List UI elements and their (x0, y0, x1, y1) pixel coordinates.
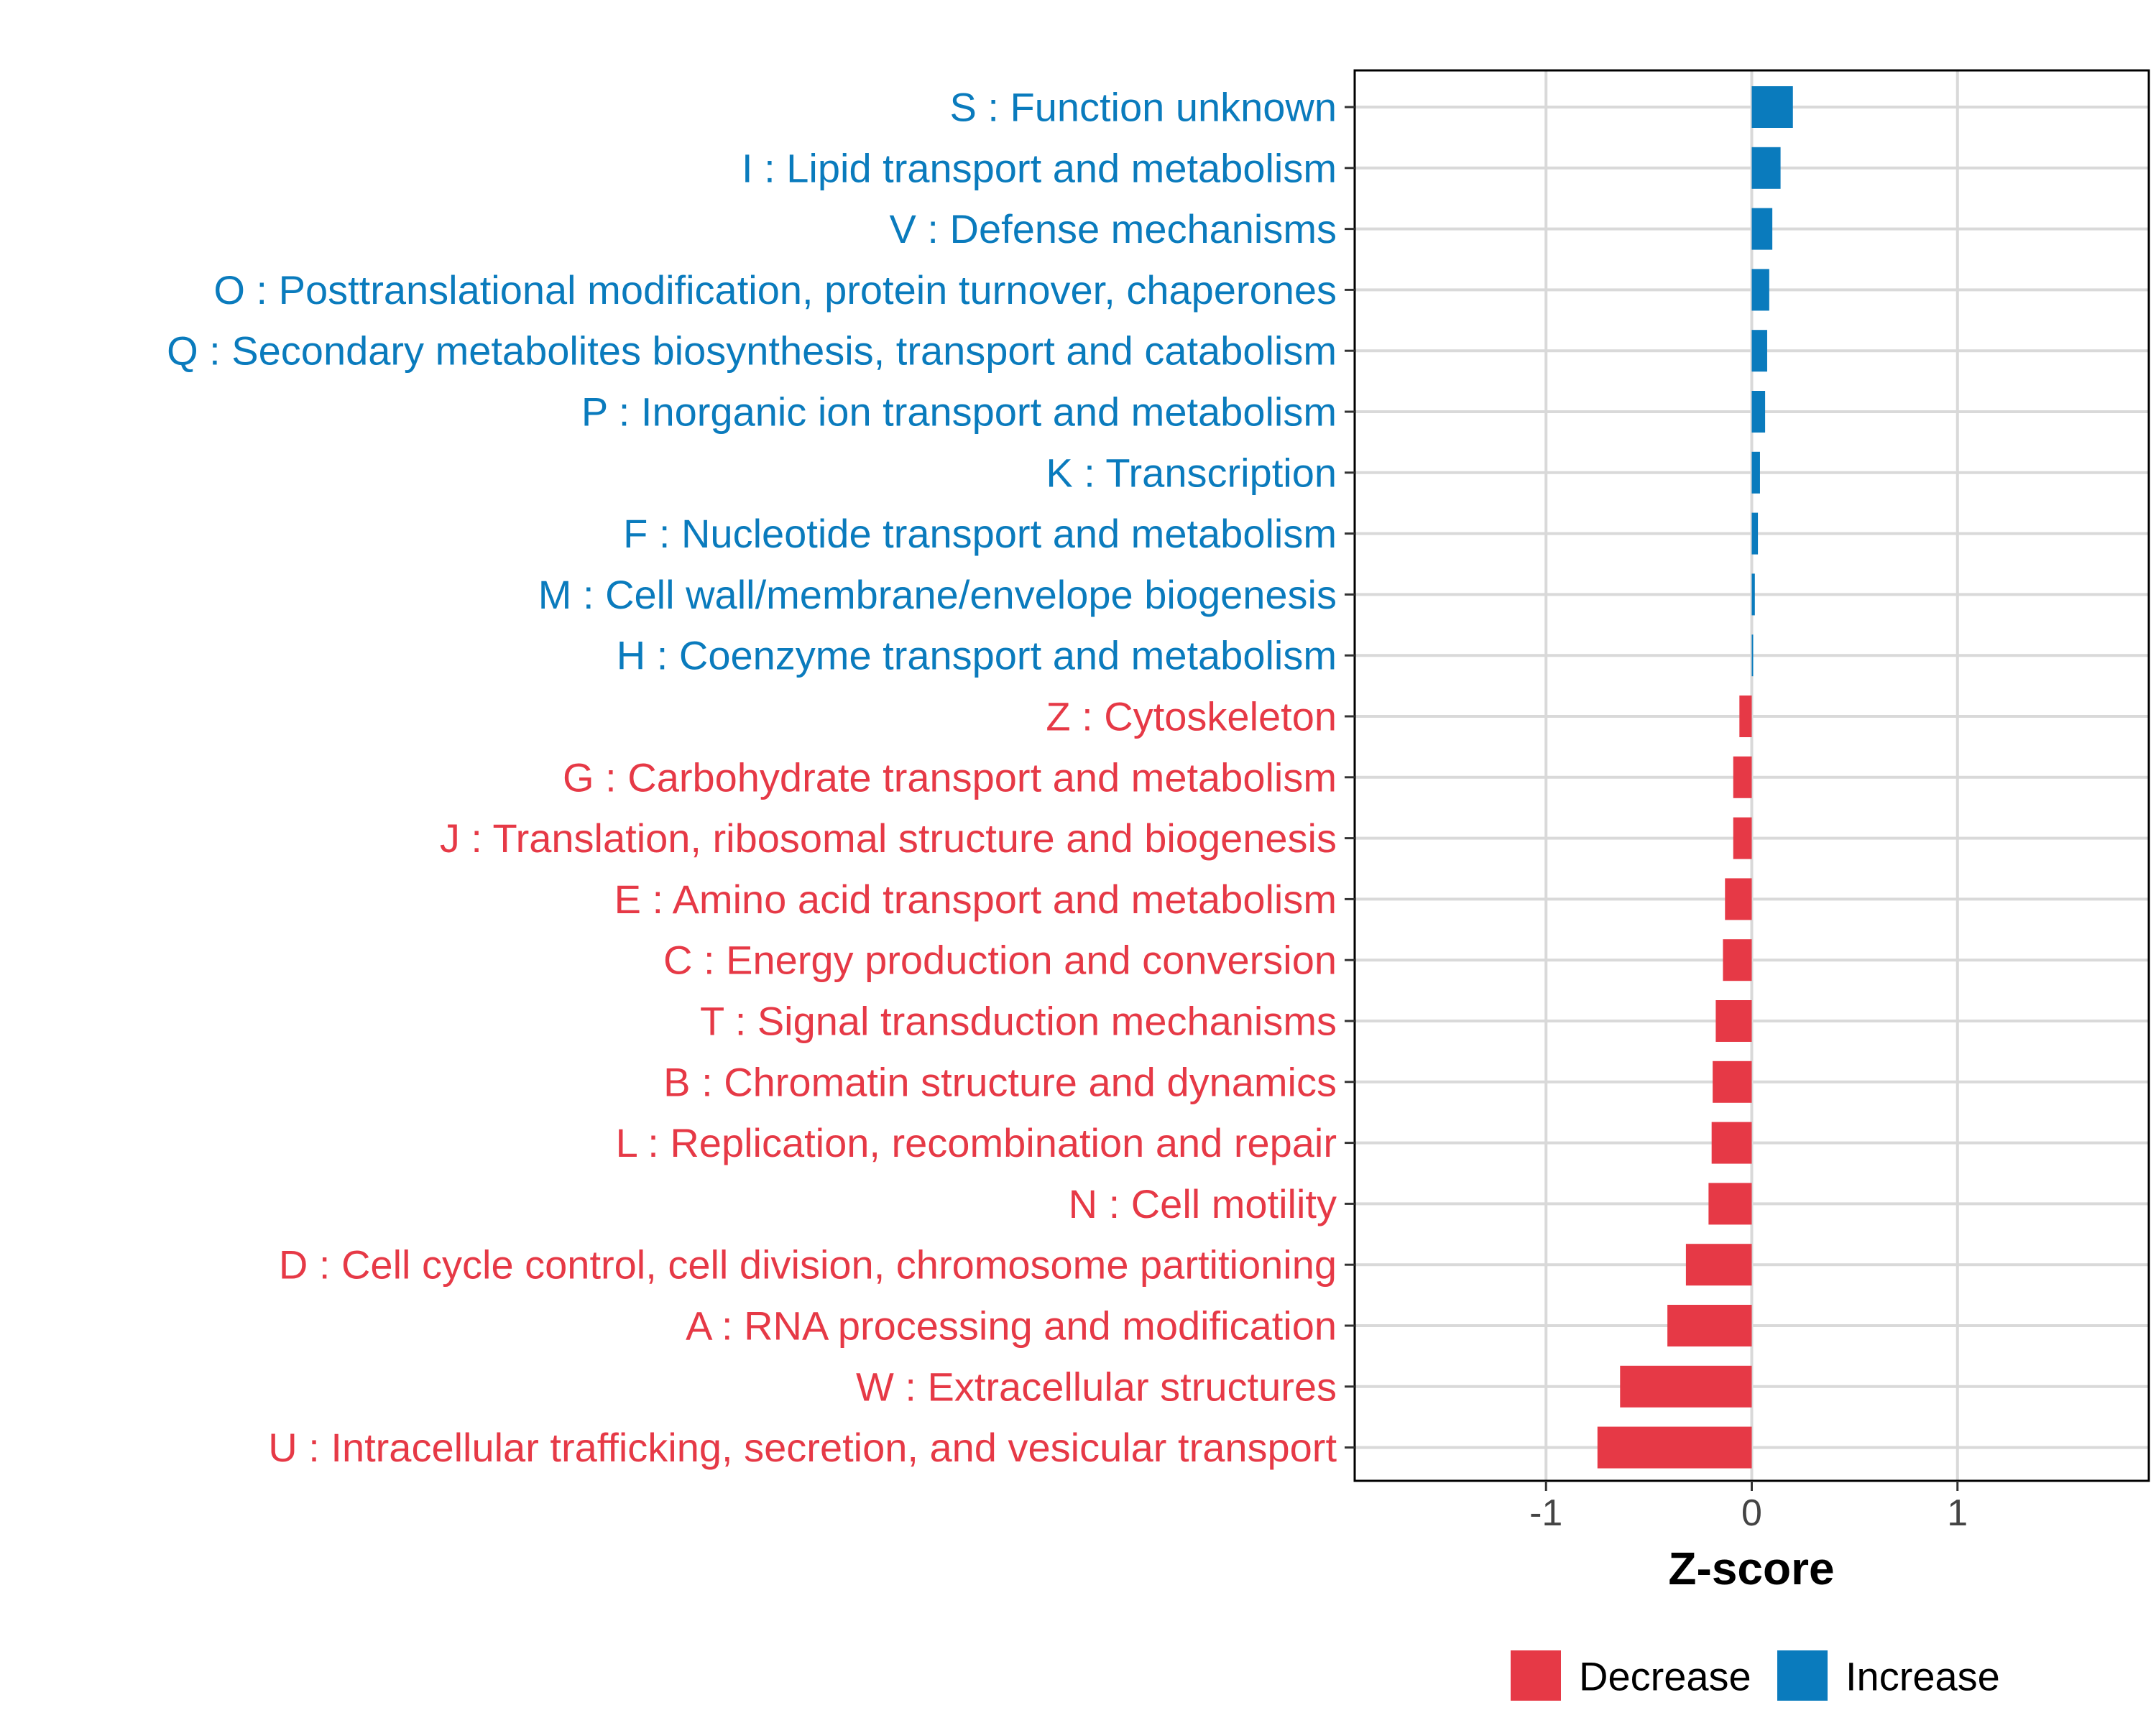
x-axis-title: Z-score (1668, 1543, 1834, 1594)
category-label: P : Inorganic ion transport and metaboli… (581, 389, 1337, 435)
category-label: K : Transcription (1046, 450, 1337, 495)
bar (1751, 634, 1754, 677)
bar (1723, 939, 1752, 981)
legend-swatch-decrease (1511, 1650, 1561, 1701)
bar (1667, 1305, 1752, 1346)
x-tick-label: 1 (1947, 1492, 1968, 1534)
category-label: G : Carbohydrate transport and metabolis… (563, 754, 1337, 800)
category-label: D : Cell cycle control, cell division, c… (279, 1242, 1337, 1288)
legend-label-decrease: Decrease (1579, 1654, 1751, 1699)
category-label: F : Nucleotide transport and metabolism (623, 511, 1337, 556)
category-label: L : Replication, recombination and repai… (616, 1120, 1337, 1165)
bar (1751, 391, 1766, 433)
bars (1597, 86, 1793, 1469)
category-label: I : Lipid transport and metabolism (742, 145, 1337, 190)
category-label: B : Chromatin structure and dynamics (663, 1059, 1337, 1104)
x-tick-label: -1 (1529, 1492, 1562, 1534)
bar (1751, 86, 1793, 128)
x-axis: -1 0 1 (1529, 1481, 1968, 1534)
category-label: A : RNA processing and modification (686, 1303, 1337, 1349)
bar (1713, 1061, 1752, 1103)
bar (1751, 147, 1781, 189)
y-axis: S : Function unknown I : Lipid transport … (167, 85, 1355, 1470)
category-label: J : Translation, ribosomal structure and… (440, 816, 1337, 861)
category-label: S : Function unknown (949, 85, 1337, 130)
category-label: H : Coenzyme transport and metabolism (617, 633, 1337, 678)
x-tick-label: 0 (1741, 1492, 1762, 1534)
category-label: V : Defense mechanisms (890, 206, 1337, 251)
bar (1751, 208, 1773, 250)
category-label: N : Cell motility (1069, 1181, 1337, 1226)
category-label: M : Cell wall/membrane/envelope biogenes… (538, 572, 1337, 617)
category-label: T : Signal transduction mechanisms (700, 999, 1337, 1044)
category-label: Z : Cytoskeleton (1046, 694, 1337, 739)
bar (1733, 756, 1752, 798)
bar (1597, 1426, 1752, 1469)
category-label: O : Posttranslational modification, prot… (213, 267, 1337, 313)
bar (1715, 1000, 1752, 1042)
bar (1751, 330, 1767, 372)
category-label: U : Intracellular trafficking, secretion… (268, 1425, 1337, 1470)
bar (1751, 269, 1769, 311)
category-label: E : Amino acid transport and metabolism (614, 877, 1337, 922)
bar (1685, 1244, 1752, 1286)
bar (1711, 1122, 1752, 1164)
legend-swatch-increase (1777, 1650, 1828, 1701)
bar (1751, 573, 1755, 616)
bar (1725, 878, 1752, 920)
bar (1708, 1183, 1752, 1225)
category-label: Q : Secondary metabolites biosynthesis, … (167, 328, 1337, 374)
legend: Decrease Increase (1511, 1650, 2000, 1701)
bar (1620, 1365, 1752, 1408)
bar (1751, 512, 1759, 555)
bar (1733, 817, 1752, 859)
category-label: W : Extracellular structures (856, 1364, 1337, 1409)
bar (1751, 451, 1760, 494)
legend-label-increase: Increase (1846, 1654, 2000, 1699)
category-label: C : Energy production and conversion (663, 938, 1337, 983)
bar (1739, 696, 1752, 737)
